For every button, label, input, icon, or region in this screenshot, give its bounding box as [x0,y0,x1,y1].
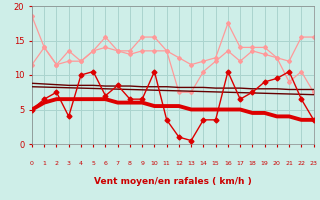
X-axis label: Vent moyen/en rafales ( km/h ): Vent moyen/en rafales ( km/h ) [94,177,252,186]
